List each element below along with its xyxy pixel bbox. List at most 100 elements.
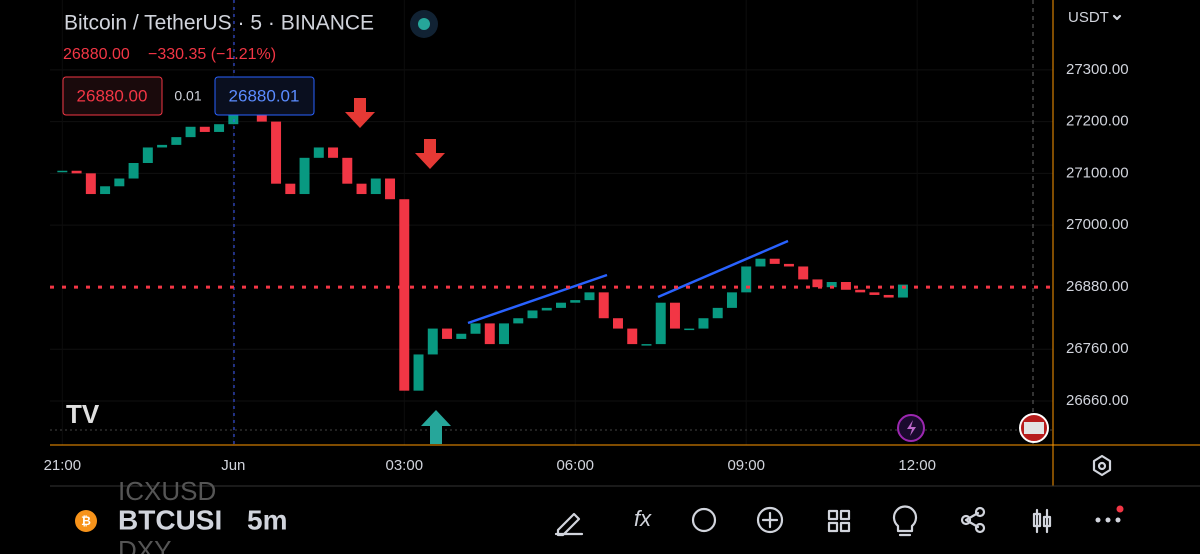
ideas-button[interactable] [892,505,918,537]
candle [285,183,296,195]
candle [769,258,780,264]
more-dot [1115,517,1121,523]
last-price: 26880.00 [63,46,130,63]
sell-arrow [345,98,375,128]
candle [812,279,823,288]
more-dot[interactable] [1095,517,1101,523]
bolt [907,420,916,436]
plot-area [50,0,1053,445]
candle [214,124,225,132]
candle [712,307,723,319]
candle [442,328,453,339]
buy-button[interactable] [214,76,315,116]
toolbar-interval[interactable]: 5m [247,504,287,535]
candle [513,318,524,324]
candle [499,323,509,345]
toolbar-symbol[interactable]: BTCUSI [118,504,222,535]
x-tick-label: 21:00 [44,457,82,474]
chevron [1112,14,1122,21]
candle [328,147,339,158]
candle [100,186,111,195]
candle [641,344,652,346]
candle [755,258,766,267]
coin-glyph: ₿ [81,514,91,528]
current-price-label: 26880.00 [1066,278,1129,295]
add-plus [761,511,779,529]
candle [584,292,595,301]
symbol-title[interactable]: Bitcoin / TetherUS · 5 · BINANCE [64,12,374,35]
candle [684,328,695,331]
trend-line[interactable] [467,273,608,325]
settings-icon[interactable] [1092,454,1112,477]
share-node [974,506,986,518]
add-button[interactable] [756,506,784,534]
candle [869,292,880,295]
candle [199,126,210,132]
flag [1024,422,1044,434]
candle [783,263,794,267]
y-tick-label: 26760.00 [1066,340,1129,357]
chart-type-button[interactable] [1032,508,1052,534]
candle [385,178,396,200]
sell-arrow [415,139,445,169]
draw-tool[interactable] [554,512,584,537]
sell-button[interactable] [62,76,163,116]
share-node [960,514,972,526]
x-tick-label: 06:00 [556,457,594,474]
price-change: −330.35 (−1.21%) [148,46,276,63]
candle [313,147,324,158]
candle [598,292,609,319]
alert-button[interactable] [691,507,717,533]
candle [85,173,96,195]
y-tick-label: 26660.00 [1066,392,1129,409]
buy-price[interactable]: 26880.01 [229,86,300,105]
candle [556,302,566,308]
trend-line[interactable] [657,239,789,299]
candle [741,266,752,293]
candle [71,170,82,174]
y-tick-label: 27000.00 [1066,216,1129,233]
x-tick-label: 09:00 [727,457,765,474]
candle [883,294,894,298]
candle [356,183,367,195]
more-dot [1105,517,1111,523]
indicators-button[interactable]: fx [634,506,652,531]
candle [342,157,353,184]
prev-symbol[interactable]: ICXUSD [118,476,216,506]
currency[interactable]: USDT [1068,9,1109,26]
notification-dot [1116,505,1124,513]
buy-arrow [421,410,451,444]
status-dot [418,18,430,30]
candle [627,328,638,345]
candle [484,323,495,345]
candle [185,126,196,138]
x-tick-label: 12:00 [898,457,936,474]
tv-logo: TV [66,399,100,429]
candle [456,333,467,339]
candle [299,157,310,195]
candle [726,292,737,308]
layout-button[interactable] [827,509,851,533]
x-tick-label: 03:00 [386,457,424,474]
candle [470,323,481,334]
candle [855,289,866,293]
candle [271,121,282,184]
candle [570,300,581,303]
candle [655,302,666,345]
candle [798,266,809,280]
y-tick-label: 27200.00 [1066,113,1129,130]
candle [142,147,153,163]
coin-icon [75,510,97,532]
candle [669,302,680,329]
candle [370,178,381,195]
candle [114,178,125,187]
candle [897,284,908,298]
y-tick-label: 27100.00 [1066,164,1129,181]
next-symbol[interactable]: DXY [118,535,171,554]
y-tick-label: 27300.00 [1066,61,1129,78]
sell-price[interactable]: 26880.00 [77,86,148,105]
spread: 0.01 [174,88,201,104]
candle [427,328,438,355]
candle [527,310,538,319]
